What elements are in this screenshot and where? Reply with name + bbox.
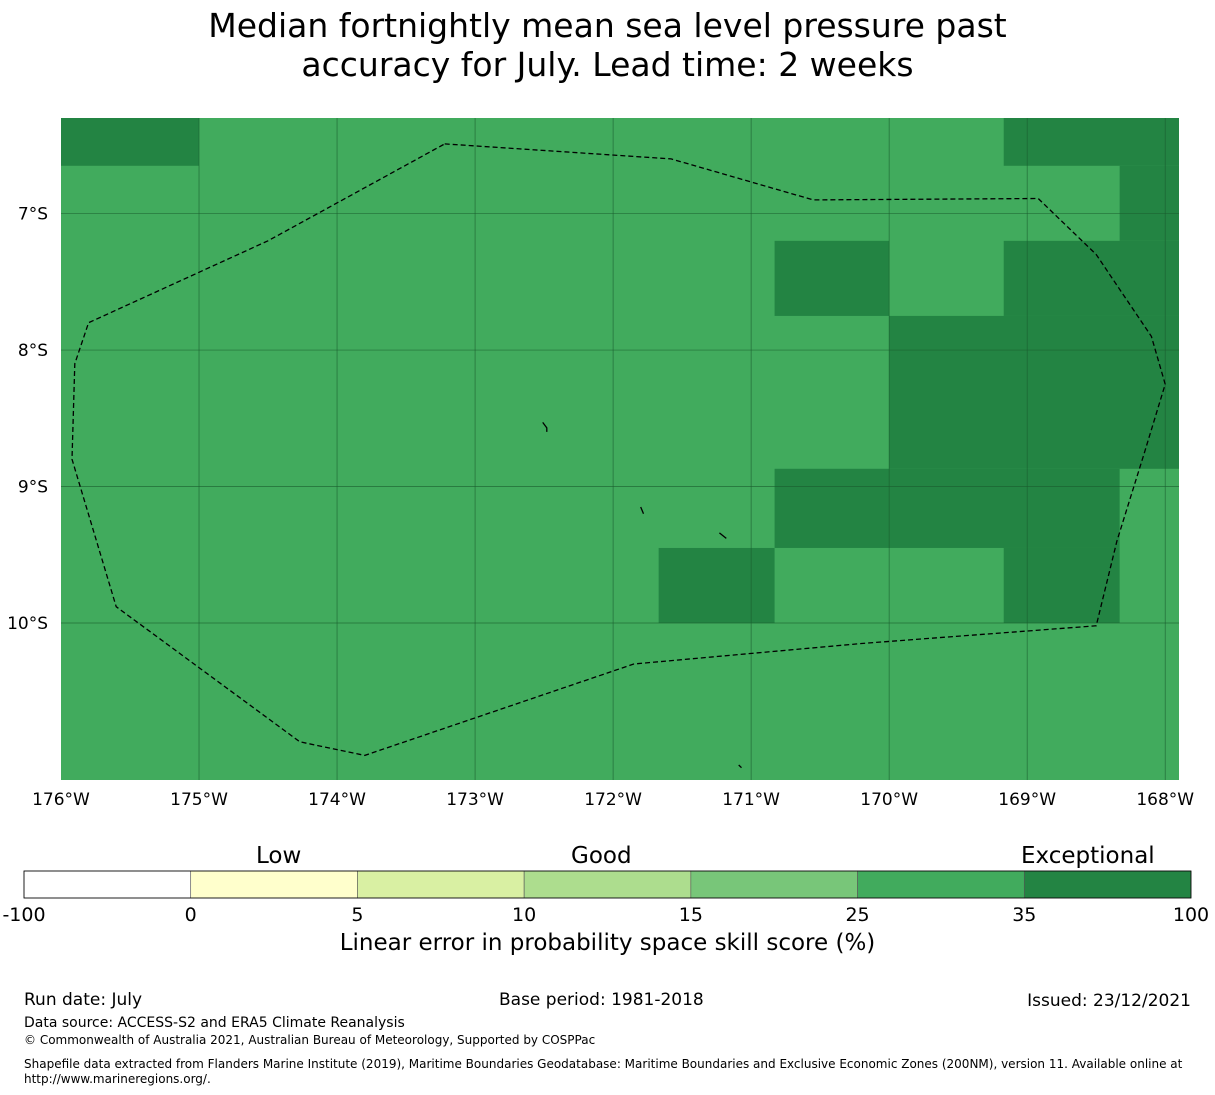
colorbar-tick-label: 100 <box>1173 904 1209 926</box>
longitude-tick-label: 174°W <box>308 790 366 810</box>
eez-boundary <box>71 143 1166 757</box>
exceptional-skill-cell <box>1003 547 1120 624</box>
shapefile-credit-line-1: Shapefile data extracted from Flanders M… <box>24 1057 1183 1071</box>
colorbar-tick-label: 15 <box>679 904 703 926</box>
longitude-tick-label: 173°W <box>446 790 504 810</box>
latitude-tick-label: 10°S <box>7 614 48 634</box>
colorbar-tick-label: 25 <box>845 904 869 926</box>
island-outline <box>640 506 645 515</box>
exceptional-skill-cell <box>774 468 1120 548</box>
latitude-tick-label: 9°S <box>18 478 48 498</box>
data-source: Data source: ACCESS-S2 and ERA5 Climate … <box>24 1015 405 1031</box>
longitude-tick-label: 176°W <box>32 790 90 810</box>
colorbar-tick-label: -100 <box>2 904 45 926</box>
copyright: © Commonwealth of Australia 2021, Austra… <box>24 1033 596 1047</box>
map-and-colorbar: 176°W 175°W 174°W 173°W 172°W 171°W 170°W 169°W… <box>2 118 1209 926</box>
colorbar-frame <box>23 870 1192 899</box>
longitude-tick-label: 175°W <box>170 790 228 810</box>
longitude-tick-label: 172°W <box>584 790 642 810</box>
colorbar-segment <box>857 870 1025 899</box>
colorbar-category-low: Low <box>256 843 302 869</box>
colorbar-segment <box>690 870 858 899</box>
exceptional-skill-cell <box>658 547 775 624</box>
chart-title: Median fortnightly mean sea level pressu… <box>0 6 1215 84</box>
exceptional-skill-cell <box>774 240 890 316</box>
colorbar-tick-label: 10 <box>512 904 536 926</box>
colorbar-tick-label: 5 <box>351 904 363 926</box>
title-line-1: Median fortnightly mean sea level pressu… <box>208 6 1007 45</box>
colorbar-title: Linear error in probability space skill … <box>339 930 876 956</box>
shapefile-credit-line-2: http://www.marineregions.org/. <box>24 1072 211 1086</box>
colorbar-segment <box>357 870 525 899</box>
colorbar-category-exceptional: Exceptional <box>1021 843 1155 869</box>
latitude-tick-label: 8°S <box>18 341 48 361</box>
island-outline <box>738 764 742 769</box>
exceptional-skill-cell <box>1119 165 1179 241</box>
exceptional-skill-cell <box>1003 118 1179 166</box>
exceptional-skill-cell <box>889 315 1179 469</box>
colorbar-segment <box>523 870 692 899</box>
title-line-2: accuracy for July. Lead time: 2 weeks <box>301 45 914 84</box>
colorbar-segment <box>1023 870 1192 899</box>
colorbar-segment <box>23 870 192 899</box>
base-period: Base period: 1981-2018 <box>499 990 704 1010</box>
colorbar-segment <box>190 870 358 899</box>
colorbar-category-good: Good <box>571 843 632 869</box>
longitude-tick-label: 169°W <box>998 790 1056 810</box>
colorbar: -100 0 5 10 15 25 35 100 <box>2 870 1209 926</box>
latitude-tick-label: 7°S <box>18 205 48 225</box>
colorbar-tick-label: 35 <box>1012 904 1036 926</box>
issued-date: Issued: 23/12/2021 <box>1027 991 1191 1011</box>
exceptional-skill-cell <box>1003 240 1179 316</box>
island-outline <box>542 422 548 432</box>
map-axes: 176°W 175°W 174°W 173°W 172°W 171°W 170°W 169°W… <box>7 205 1194 810</box>
island-outline <box>718 532 727 539</box>
exceptional-skill-cell <box>61 118 200 166</box>
longitude-tick-label: 168°W <box>1136 790 1194 810</box>
longitude-tick-label: 171°W <box>722 790 780 810</box>
colorbar-tick-label: 0 <box>185 904 197 926</box>
run-date: Run date: July <box>24 990 143 1010</box>
longitude-tick-label: 170°W <box>860 790 918 810</box>
map-area <box>61 118 1179 780</box>
